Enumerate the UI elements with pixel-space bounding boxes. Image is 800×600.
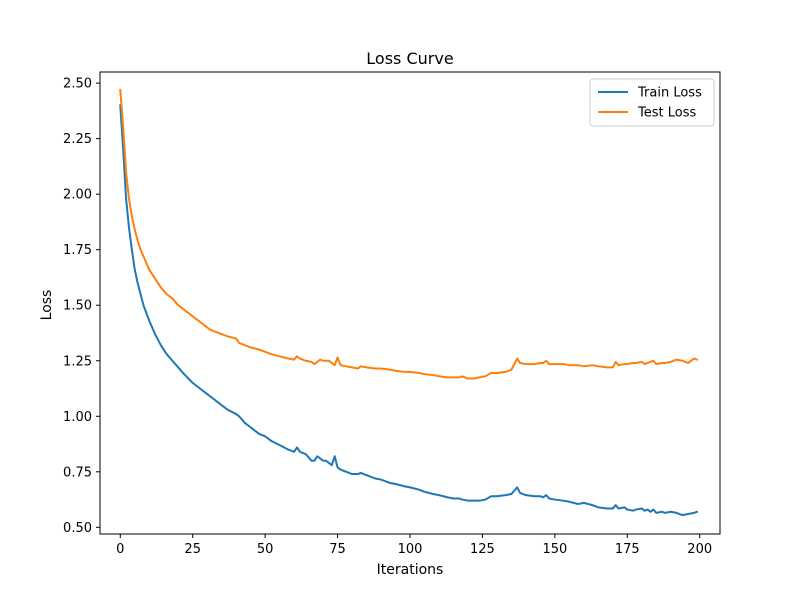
x-tick-label: 25 (184, 542, 201, 557)
chart-title: Loss Curve (366, 49, 453, 68)
x-tick-label: 175 (615, 542, 640, 557)
y-tick-label: 2.50 (63, 77, 92, 92)
y-tick-label: 1.75 (63, 243, 92, 258)
y-tick-label: 1.25 (63, 354, 92, 369)
y-tick-label: 1.00 (63, 410, 92, 425)
y-tick-label: 0.50 (63, 521, 92, 536)
x-tick-label: 50 (257, 542, 274, 557)
y-tick-label: 0.75 (63, 465, 92, 480)
x-tick-label: 125 (470, 542, 495, 557)
plot-area: 0 25 50 75 100 125 150 175 200 0.50 0.75 1.00 1.25 1.… (63, 71, 721, 557)
legend-label-test-loss: Test Loss (637, 106, 696, 121)
y-tick-label: 2.00 (63, 188, 92, 203)
x-tick-label: 200 (687, 542, 712, 557)
x-tick-label: 150 (542, 542, 567, 557)
legend-label-train-loss: Train Loss (637, 86, 702, 101)
y-tick-label: 2.25 (63, 132, 92, 147)
series-line-test-loss (119, 88, 699, 380)
series-line-train-loss (119, 104, 699, 517)
y-axis-label: Loss (39, 290, 55, 321)
x-tick-label: 0 (116, 542, 124, 557)
legend: Train Loss Test Loss (589, 78, 715, 127)
x-tick-label: 100 (398, 542, 423, 557)
axes-frame (99, 71, 721, 535)
legend-box (589, 78, 715, 127)
y-tick-label: 1.50 (63, 299, 92, 314)
x-axis-label: Iterations (377, 562, 444, 578)
x-tick-label: 75 (329, 542, 346, 557)
